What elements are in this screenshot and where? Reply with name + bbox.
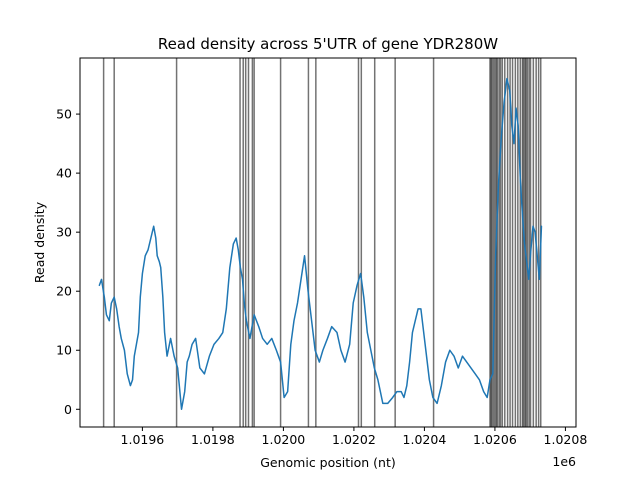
chart-title: Read density across 5'UTR of gene YDR280…: [158, 35, 498, 53]
y-tick-label: 0: [64, 402, 72, 417]
x-tick-label: 1.0202: [332, 432, 376, 447]
x-axis: 1.0196 1.0198 1.0200 1.0202 1.0204 1.0206 1.02…: [121, 427, 588, 447]
series-line-read-density: [98, 77, 543, 411]
y-tick-label: 50: [56, 107, 72, 122]
vertical-line-layer: [102, 58, 542, 427]
y-tick-label: 20: [56, 284, 72, 299]
x-axis-offset-label: 1e6: [552, 454, 576, 469]
series-layer: [98, 77, 543, 411]
x-tick-label: 1.0206: [473, 432, 517, 447]
y-axis-title: Read density: [32, 201, 47, 283]
x-tick-label: 1.0196: [121, 432, 165, 447]
y-axis: 0 10 20 30 40 50: [56, 107, 80, 417]
x-tick-label: 1.0208: [544, 432, 588, 447]
x-tick-label: 1.0198: [191, 432, 235, 447]
y-tick-label: 40: [56, 166, 72, 181]
x-tick-label: 1.0204: [403, 432, 447, 447]
x-tick-label: 1.0200: [262, 432, 306, 447]
y-tick-label: 30: [56, 225, 72, 240]
x-axis-title: Genomic position (nt): [260, 455, 396, 470]
plot-frame: [79, 57, 577, 428]
y-tick-label: 10: [56, 343, 72, 358]
